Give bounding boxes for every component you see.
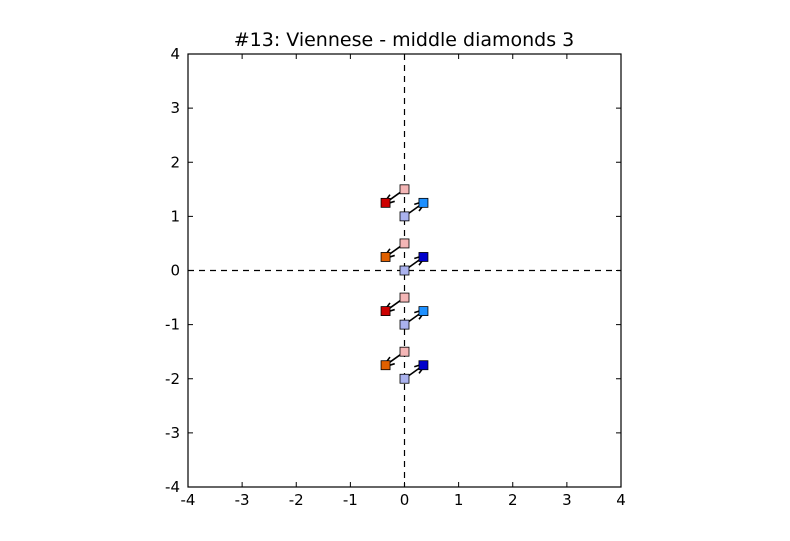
x-tick-label: -3 (235, 491, 250, 509)
y-tick-label: 3 (170, 99, 180, 117)
x-tick-label: -1 (343, 491, 358, 509)
chart-title: #13: Viennese - middle diamonds 3 (234, 29, 575, 51)
position-marker (418, 306, 429, 316)
position-marker (399, 184, 410, 195)
y-tick-label: -2 (165, 370, 180, 388)
y-tick-label: 1 (170, 207, 180, 225)
y-tick-label: 0 (170, 262, 180, 280)
position-marker (380, 360, 391, 371)
position-marker (380, 306, 391, 316)
position-marker (399, 373, 410, 384)
x-tick-label: -4 (181, 491, 196, 509)
markers (380, 184, 429, 384)
position-marker (399, 346, 410, 357)
x-tick-label: 1 (454, 491, 464, 509)
position-marker (418, 197, 429, 208)
y-axis-ticks: 4 3 2 1 0 -1 -2 -3 -4 (165, 45, 621, 496)
y-tick-label: 4 (170, 45, 180, 63)
y-tick-label: -1 (165, 316, 180, 334)
position-marker (380, 197, 391, 208)
x-tick-label: 3 (562, 491, 572, 509)
x-tick-label: -2 (289, 491, 304, 509)
y-tick-label: -4 (165, 478, 180, 496)
x-axis-ticks: -4 -3 -2 -1 0 1 2 3 4 (181, 54, 626, 509)
position-marker (418, 360, 429, 371)
position-marker (399, 292, 410, 303)
y-tick-label: -3 (165, 424, 180, 442)
position-marker (399, 211, 410, 222)
x-tick-label: 2 (508, 491, 518, 509)
y-tick-label: 2 (170, 153, 180, 171)
position-marker (399, 238, 410, 249)
position-marker (380, 252, 391, 262)
position-marker (418, 252, 429, 262)
x-tick-label: 4 (616, 491, 626, 509)
x-tick-label: 0 (400, 491, 410, 509)
position-marker (399, 319, 410, 330)
position-marker (399, 265, 410, 276)
